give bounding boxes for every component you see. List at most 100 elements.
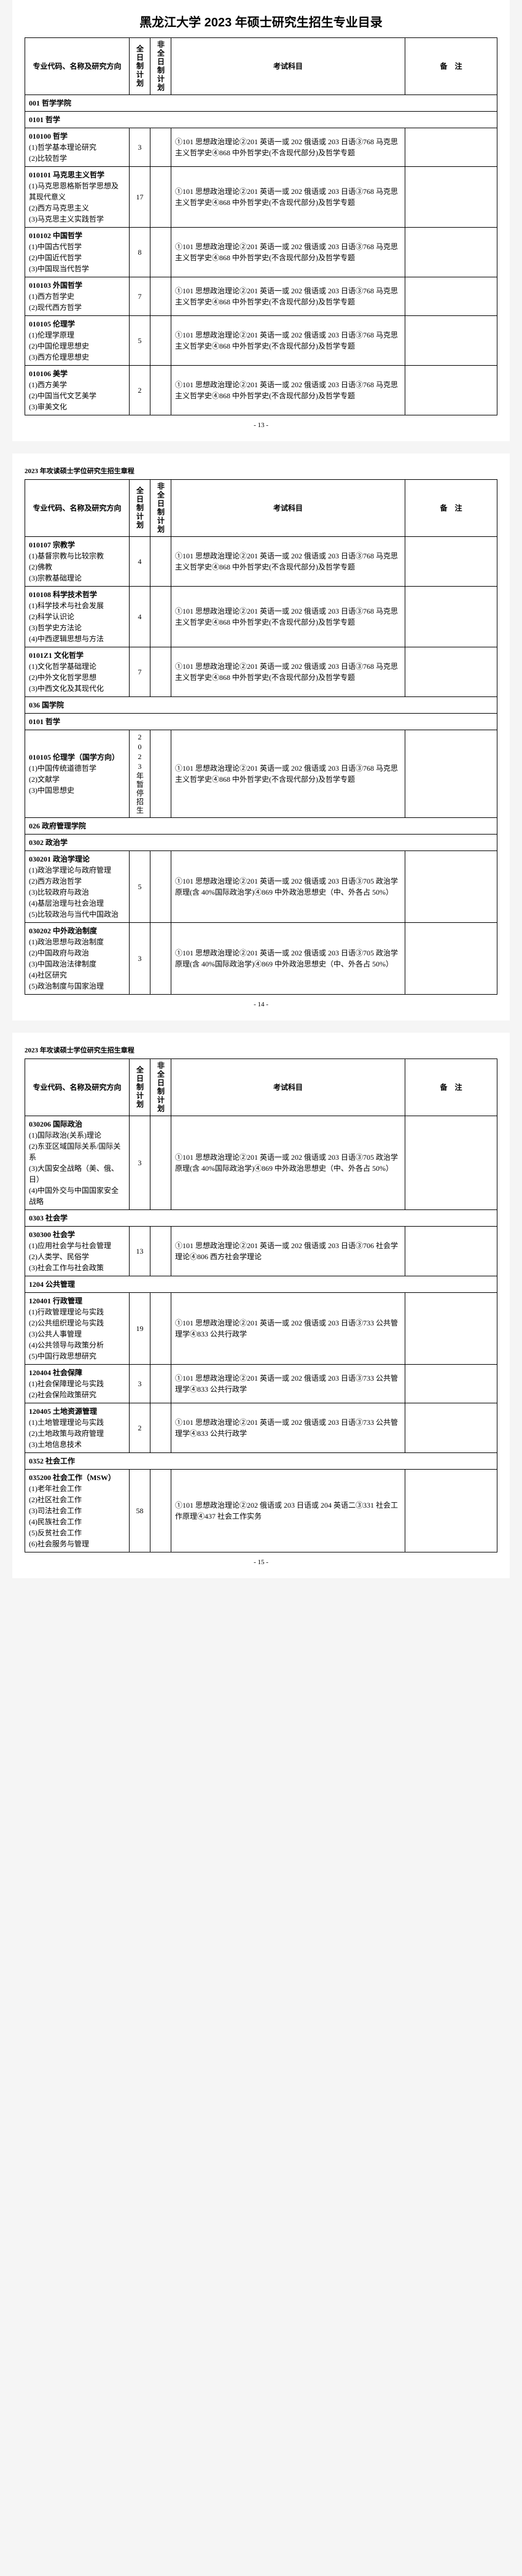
subjects-cell: ①101 思想政治理论②201 英语一或 202 俄语或 203 日语③768 … xyxy=(171,366,405,415)
table-row: 030201 政治学理论(1)政治学理论与政府管理(2)西方政治哲学(3)比较政… xyxy=(25,851,497,923)
subjects-cell: ①101 思想政治理论②201 英语一或 202 俄语或 203 日语③733 … xyxy=(171,1403,405,1453)
section-label: 0302 政治学 xyxy=(25,835,497,851)
table-row: 120405 土地资源管理(1)土地管理理论与实践(2)土地政策与政府管理(3)… xyxy=(25,1403,497,1453)
plan2-cell xyxy=(150,1403,171,1453)
plan2-cell xyxy=(150,167,171,228)
plan2-cell xyxy=(150,128,171,167)
table-row: 010102 中国哲学(1)中国古代哲学(2)中国近代哲学(3)中国现当代哲学 … xyxy=(25,228,497,277)
plan1-cell: 7 xyxy=(130,647,150,697)
note-cell xyxy=(405,1365,497,1403)
subjects-cell: ①101 思想政治理论②201 英语一或 202 俄语或 203 日语③768 … xyxy=(171,128,405,167)
plan2-cell xyxy=(150,277,171,316)
plan1-cell: 7 xyxy=(130,277,150,316)
table-row: 035200 社会工作（MSW）(1)老年社会工作(2)社区社会工作(3)司法社… xyxy=(25,1470,497,1552)
plan1-cell: 19 xyxy=(130,1293,150,1365)
major-cell: 010103 外国哲学(1)西方哲学史(2)现代西方哲学 xyxy=(25,277,130,316)
section-row: 026 政府管理学院 xyxy=(25,818,497,835)
note-cell xyxy=(405,366,497,415)
plan2-cell xyxy=(150,316,171,366)
plan2-cell xyxy=(150,228,171,277)
header-row: 专业代码、名称及研究方向 全日制计划 非全日制计划 考试科目 备 注 xyxy=(25,38,497,95)
header-row: 专业代码、名称及研究方向 全日制计划 非全日制计划 考试科目 备 注 xyxy=(25,1059,497,1116)
section-row: 1204 公共管理 xyxy=(25,1276,497,1293)
major-cell: 010101 马克思主义哲学(1)马克思恩格斯哲学思想及其现代意义(2)西方马克… xyxy=(25,167,130,228)
major-cell: 030300 社会学(1)应用社会学与社会管理(2)人类学、民俗学(3)社会工作… xyxy=(25,1227,130,1276)
major-cell: 120401 行政管理(1)行政管理理论与实践(2)公共组织理论与实践(3)公共… xyxy=(25,1293,130,1365)
plan2-cell xyxy=(150,1227,171,1276)
header-subjects: 考试科目 xyxy=(171,480,405,537)
plan2-cell xyxy=(150,1293,171,1365)
major-cell: 120405 土地资源管理(1)土地管理理论与实践(2)土地政策与政府管理(3)… xyxy=(25,1403,130,1453)
note-cell xyxy=(405,647,497,697)
subjects-cell: ①101 思想政治理论②201 英语一或 202 俄语或 203 日语③768 … xyxy=(171,277,405,316)
section-row: 0101 哲学 xyxy=(25,112,497,128)
section-label: 0303 社会学 xyxy=(25,1210,497,1227)
plan1-cell: 5 xyxy=(130,851,150,923)
page-2: 2023 年攻读硕士学位研究生招生章程 专业代码、名称及研究方向 全日制计划 非… xyxy=(12,453,510,1020)
section-label: 036 国学院 xyxy=(25,697,497,714)
subjects-cell: ①101 思想政治理论②201 英语一或 202 俄语或 203 日语③768 … xyxy=(171,316,405,366)
header-row: 专业代码、名称及研究方向 全日制计划 非全日制计划 考试科目 备 注 xyxy=(25,480,497,537)
note-cell xyxy=(405,277,497,316)
table-row: 010100 哲学(1)哲学基本理论研究(2)比较哲学 3 ①101 思想政治理… xyxy=(25,128,497,167)
header-note: 备 注 xyxy=(405,1059,497,1116)
section-label: 0101 哲学 xyxy=(25,714,497,730)
major-cell: 010108 科学技术哲学(1)科学技术与社会发展(2)科学认识论(3)哲学史方… xyxy=(25,587,130,647)
subjects-cell: ①101 思想政治理论②202 俄语或 203 日语或 204 英语二③331 … xyxy=(171,1470,405,1552)
header-name: 专业代码、名称及研究方向 xyxy=(25,1059,130,1116)
note-cell xyxy=(405,1227,497,1276)
plan1-cell: 58 xyxy=(130,1470,150,1552)
table-row: 010103 外国哲学(1)西方哲学史(2)现代西方哲学 7 ①101 思想政治… xyxy=(25,277,497,316)
note-cell xyxy=(405,923,497,995)
major-cell: 030206 国际政治(1)国际政治(关系)理论(2)东亚区域国际关系/国际关系… xyxy=(25,1116,130,1210)
catalog-table-2: 专业代码、名称及研究方向 全日制计划 非全日制计划 考试科目 备 注 01010… xyxy=(25,479,497,995)
major-cell: 010107 宗教学(1)基督宗教与比较宗教(2)佛教(3)宗教基础理论 xyxy=(25,537,130,587)
table-row: 030202 中外政治制度(1)政治思想与政治制度(2)中国政府与政治(3)中国… xyxy=(25,923,497,995)
header-plan1: 全日制计划 xyxy=(130,480,150,537)
note-cell xyxy=(405,537,497,587)
section-row: 0302 政治学 xyxy=(25,835,497,851)
plan2-cell xyxy=(150,366,171,415)
header-plan2: 非全日制计划 xyxy=(150,480,171,537)
plan1-cell: 4 xyxy=(130,587,150,647)
subjects-cell: ①101 思想政治理论②201 英语一或 202 俄语或 203 日语③706 … xyxy=(171,1227,405,1276)
plan1-cell: 13 xyxy=(130,1227,150,1276)
plan2-cell xyxy=(150,647,171,697)
plan2-cell xyxy=(150,1116,171,1210)
table-row: 010101 马克思主义哲学(1)马克思恩格斯哲学思想及其现代意义(2)西方马克… xyxy=(25,167,497,228)
major-cell: 010102 中国哲学(1)中国古代哲学(2)中国近代哲学(3)中国现当代哲学 xyxy=(25,228,130,277)
plan1-cell: 4 xyxy=(130,537,150,587)
header-note: 备 注 xyxy=(405,480,497,537)
section-label: 1204 公共管理 xyxy=(25,1276,497,1293)
note-cell xyxy=(405,851,497,923)
plan1-cell: 3 xyxy=(130,1116,150,1210)
section-label: 026 政府管理学院 xyxy=(25,818,497,835)
page-number: - 13 - xyxy=(25,422,497,429)
plan2-cell xyxy=(150,587,171,647)
plan1-cell: 17 xyxy=(130,167,150,228)
table-row: 120401 行政管理(1)行政管理理论与实践(2)公共组织理论与实践(3)公共… xyxy=(25,1293,497,1365)
plan2-cell xyxy=(150,1470,171,1552)
table-row: 010107 宗教学(1)基督宗教与比较宗教(2)佛教(3)宗教基础理论 4 ①… xyxy=(25,537,497,587)
subjects-cell: ①101 思想政治理论②201 英语一或 202 俄语或 203 日语③733 … xyxy=(171,1293,405,1365)
header-name: 专业代码、名称及研究方向 xyxy=(25,38,130,95)
note-cell xyxy=(405,1116,497,1210)
page-3: 2023 年攻读硕士学位研究生招生章程 专业代码、名称及研究方向 全日制计划 非… xyxy=(12,1033,510,1578)
table-row: 0101Z1 文化哲学(1)文化哲学基础理论(2)中外文化哲学思想(3)中西文化… xyxy=(25,647,497,697)
plan1-cell: 8 xyxy=(130,228,150,277)
header-plan2: 非全日制计划 xyxy=(150,1059,171,1116)
major-cell: 010105 伦理学(1)伦理学原理(2)中国伦理思想史(3)西方伦理思想史 xyxy=(25,316,130,366)
note-cell xyxy=(405,1470,497,1552)
header-plan2: 非全日制计划 xyxy=(150,38,171,95)
major-cell: 120404 社会保障(1)社会保障理论与实践(2)社会保险政策研究 xyxy=(25,1365,130,1403)
section-label: 001 哲学学院 xyxy=(25,95,497,112)
major-cell: 010100 哲学(1)哲学基本理论研究(2)比较哲学 xyxy=(25,128,130,167)
major-cell: 0101Z1 文化哲学(1)文化哲学基础理论(2)中外文化哲学思想(3)中西文化… xyxy=(25,647,130,697)
header-plan1: 全日制计划 xyxy=(130,1059,150,1116)
major-cell: 030201 政治学理论(1)政治学理论与政府管理(2)西方政治哲学(3)比较政… xyxy=(25,851,130,923)
header-plan1: 全日制计划 xyxy=(130,38,150,95)
page-number: - 14 - xyxy=(25,1001,497,1008)
page-1: 黑龙江大学 2023 年硕士研究生招生专业目录 专业代码、名称及研究方向 全日制… xyxy=(12,0,510,441)
major-cell: 010105 伦理学（国学方向）(1)中国传统道德哲学(2)文献学(3)中国思想… xyxy=(25,730,130,818)
plan1-cell: 3 xyxy=(130,1365,150,1403)
